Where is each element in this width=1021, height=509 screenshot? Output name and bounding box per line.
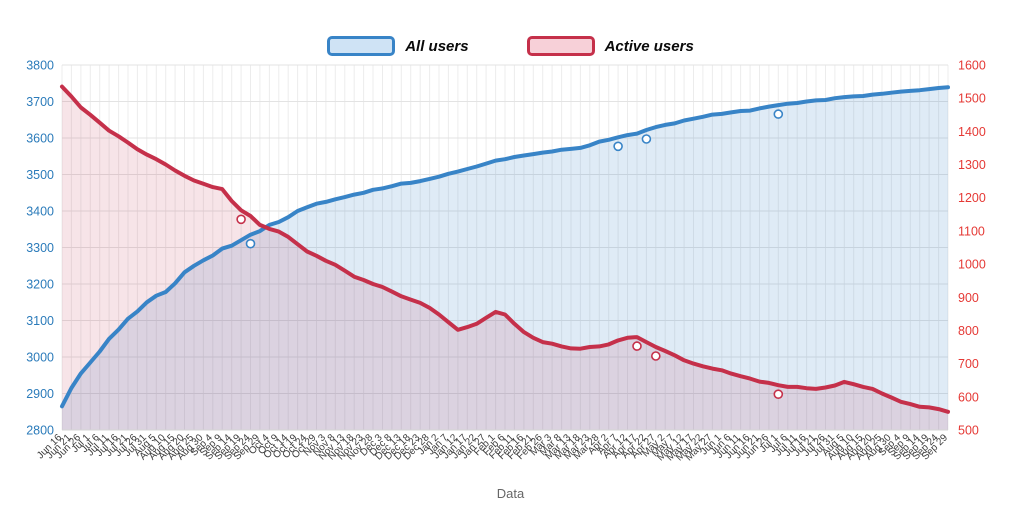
svg-text:1200: 1200 [958, 191, 986, 205]
svg-text:3600: 3600 [26, 132, 54, 146]
svg-text:600: 600 [958, 390, 979, 404]
active-users-swatch [526, 36, 595, 56]
svg-text:3000: 3000 [26, 351, 54, 365]
active-users-line [60, 84, 950, 414]
all-users-line [60, 85, 950, 409]
svg-text:1500: 1500 [958, 92, 986, 106]
active-users-area [62, 86, 948, 430]
svg-text:3100: 3100 [26, 314, 54, 328]
svg-text:3500: 3500 [26, 168, 54, 182]
svg-text:700: 700 [958, 357, 979, 371]
chart-legend: All users Active users [0, 36, 1021, 56]
svg-text:1100: 1100 [958, 224, 985, 238]
svg-text:2900: 2900 [26, 387, 54, 401]
all-users-area [62, 87, 948, 431]
all-users-swatch [327, 36, 396, 56]
left-axis-ticks: 2800 2900 3000 3100 3200 3300 3400 3500 3600 3700… [26, 59, 54, 438]
x-axis-title: Data [496, 486, 525, 501]
active-users-legend-label: Active users [604, 37, 694, 55]
svg-text:1300: 1300 [958, 158, 986, 172]
svg-text:2800: 2800 [26, 424, 54, 438]
active-users-markers[interactable] [236, 214, 784, 400]
svg-text:500: 500 [958, 424, 979, 438]
svg-text:1000: 1000 [958, 258, 986, 272]
svg-text:3400: 3400 [26, 205, 54, 219]
svg-text:3200: 3200 [26, 278, 54, 292]
right-axis-ticks: 500 600 700 800 900 1000 1100 1200 1300 1400 1500 1… [958, 59, 986, 438]
legend-item-active-users[interactable]: Active users [526, 36, 694, 56]
all-users-legend-label: All users [405, 37, 469, 55]
svg-text:800: 800 [958, 324, 979, 338]
svg-text:900: 900 [958, 291, 979, 305]
svg-text:3800: 3800 [26, 59, 54, 73]
svg-text:3300: 3300 [26, 241, 54, 255]
all-users-markers[interactable] [245, 109, 784, 249]
legend-item-all-users[interactable]: All users [327, 36, 469, 56]
svg-text:3700: 3700 [26, 95, 54, 109]
svg-text:1400: 1400 [958, 125, 986, 139]
svg-text:1600: 1600 [958, 59, 986, 73]
